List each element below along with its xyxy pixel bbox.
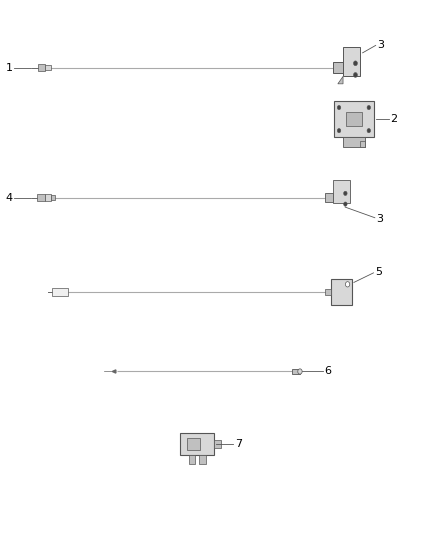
Circle shape bbox=[344, 191, 347, 196]
Bar bbox=[343, 47, 360, 76]
Bar bbox=[333, 180, 350, 204]
Bar bbox=[45, 195, 51, 201]
Circle shape bbox=[337, 128, 341, 133]
Text: 4: 4 bbox=[6, 192, 13, 203]
Text: 7: 7 bbox=[235, 439, 242, 449]
Circle shape bbox=[337, 106, 341, 110]
Bar bbox=[189, 455, 195, 464]
Bar bbox=[346, 112, 362, 126]
Bar bbox=[325, 289, 331, 295]
Bar bbox=[52, 288, 67, 296]
Bar bbox=[187, 438, 200, 450]
Circle shape bbox=[298, 369, 302, 374]
Circle shape bbox=[344, 202, 347, 206]
Bar bbox=[180, 433, 214, 455]
Bar bbox=[292, 369, 300, 374]
Circle shape bbox=[367, 128, 371, 133]
Bar bbox=[39, 64, 46, 71]
Bar bbox=[360, 141, 365, 147]
Bar bbox=[214, 440, 221, 448]
Bar bbox=[343, 137, 365, 147]
Text: 6: 6 bbox=[324, 367, 331, 376]
Polygon shape bbox=[338, 76, 343, 84]
Bar bbox=[332, 62, 343, 74]
Text: 1: 1 bbox=[6, 63, 13, 72]
Text: 5: 5 bbox=[375, 267, 382, 277]
Text: 3: 3 bbox=[377, 214, 384, 224]
Circle shape bbox=[353, 72, 357, 77]
Bar bbox=[325, 193, 333, 203]
Polygon shape bbox=[113, 370, 116, 373]
Circle shape bbox=[346, 281, 350, 287]
Circle shape bbox=[353, 61, 357, 66]
Bar bbox=[334, 101, 374, 137]
Bar bbox=[331, 279, 352, 305]
Bar bbox=[51, 195, 55, 200]
Bar bbox=[37, 194, 45, 201]
Circle shape bbox=[367, 106, 371, 110]
Text: 3: 3 bbox=[377, 40, 384, 50]
Bar bbox=[199, 455, 205, 464]
Text: 2: 2 bbox=[390, 114, 397, 124]
Bar bbox=[46, 65, 50, 70]
